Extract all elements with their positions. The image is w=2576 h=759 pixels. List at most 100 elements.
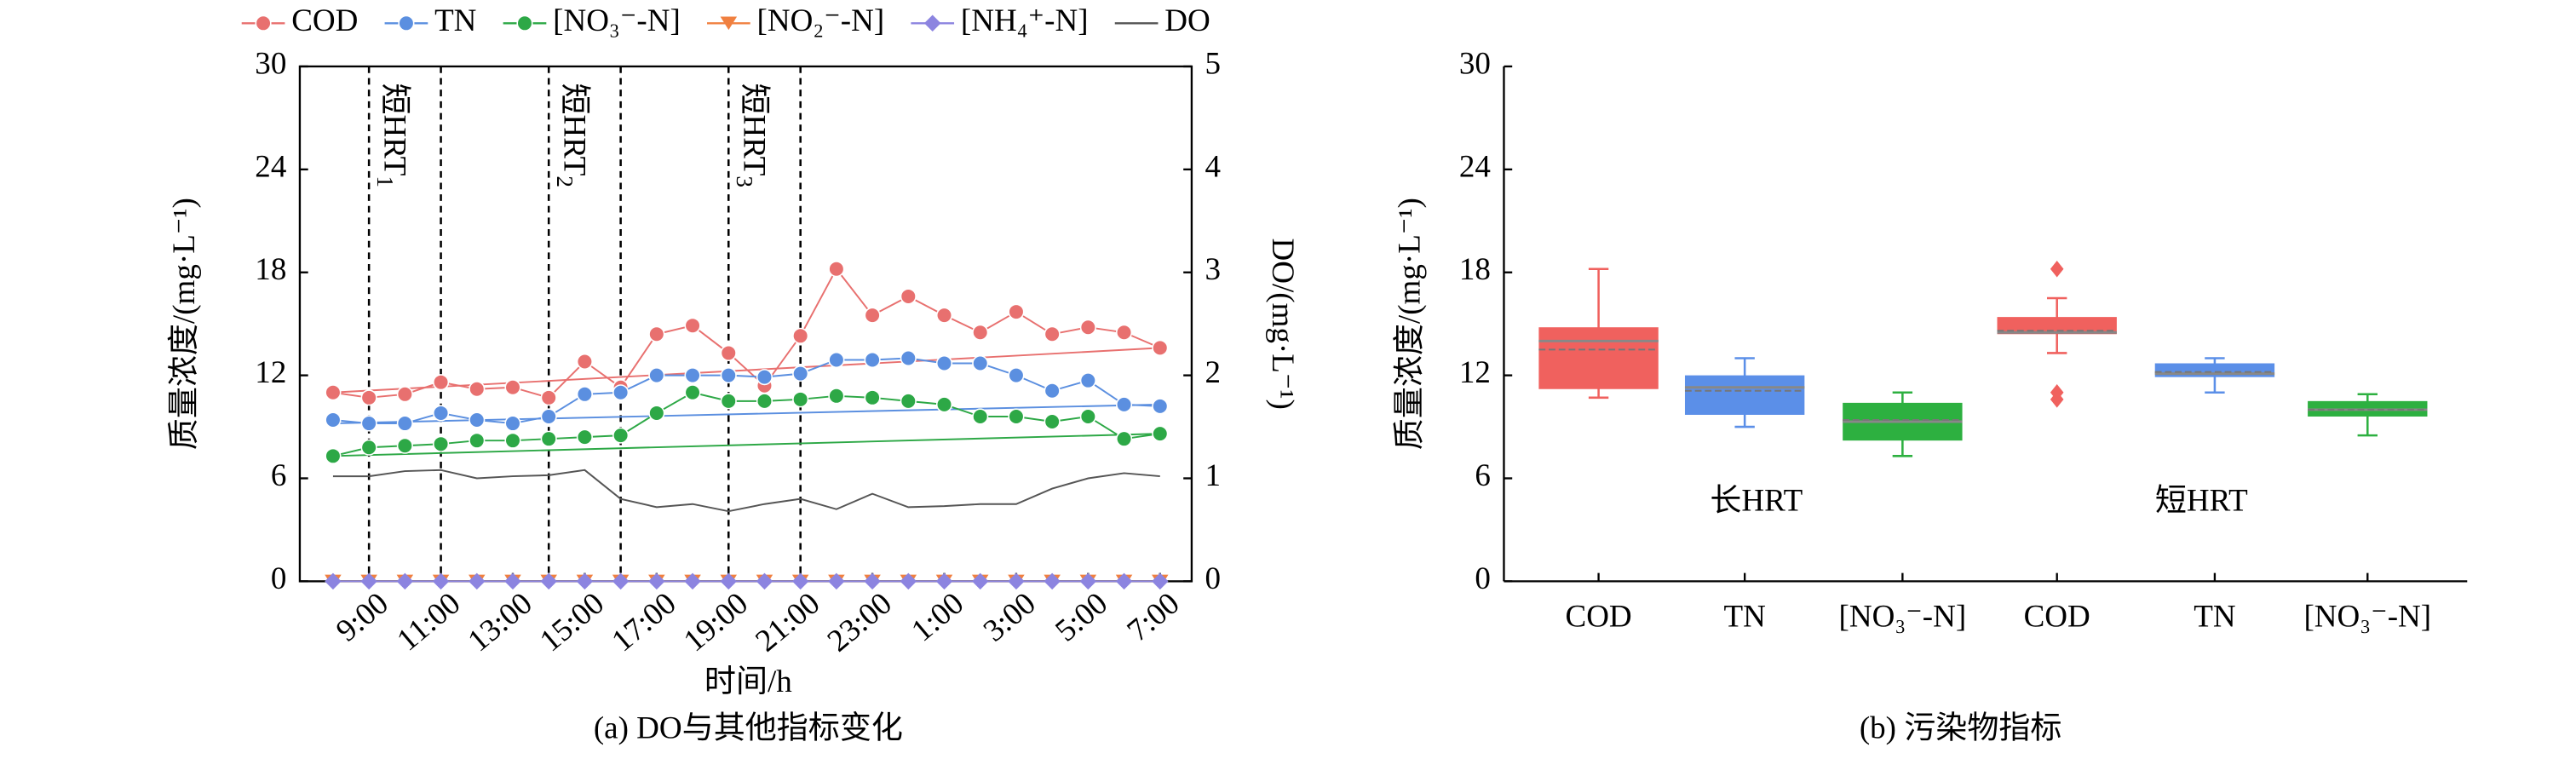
data-point xyxy=(1044,572,1061,590)
y-tick-label: 0 xyxy=(271,561,287,596)
legend-label: COD xyxy=(291,3,358,38)
data-point xyxy=(360,439,377,456)
x-tick-label: COD xyxy=(2024,600,2090,635)
data-point xyxy=(1152,339,1169,356)
data-point xyxy=(1044,325,1061,342)
data-point xyxy=(360,572,377,590)
y2-tick-label: 0 xyxy=(1205,561,1222,596)
legend-label: [NO₃⁻-N] xyxy=(553,3,681,38)
x-tick-label: COD xyxy=(1565,600,1631,635)
data-point xyxy=(540,430,557,447)
data-point xyxy=(504,432,521,449)
data-point xyxy=(433,405,450,422)
x-tick-label: 9:00 xyxy=(330,586,395,649)
data-point xyxy=(504,379,521,396)
y-tick-label: 24 xyxy=(1459,149,1491,184)
data-point xyxy=(1079,372,1096,389)
data-point xyxy=(720,393,737,410)
data-point xyxy=(1152,398,1169,415)
data-point xyxy=(433,435,450,452)
data-point xyxy=(972,354,989,372)
period-label-sub: 3 xyxy=(732,175,757,187)
x-tick-label: 13:00 xyxy=(462,586,539,659)
data-point xyxy=(972,408,989,425)
data-point xyxy=(325,411,342,428)
data-point xyxy=(684,367,701,384)
y-tick-label: 0 xyxy=(1475,561,1491,596)
x-tick-label: 19:00 xyxy=(677,586,755,659)
y-tick-label: 12 xyxy=(255,355,286,390)
x-tick-label: 7:00 xyxy=(1121,586,1187,649)
data-point xyxy=(900,393,917,410)
data-point xyxy=(720,572,738,590)
data-point xyxy=(935,396,953,413)
data-point xyxy=(432,572,450,590)
y-tick-label: 24 xyxy=(255,149,286,184)
data-point xyxy=(648,405,665,422)
x-tick-label: 21:00 xyxy=(749,586,826,659)
data-point xyxy=(720,367,737,384)
legend-marker xyxy=(398,14,415,32)
data-point xyxy=(612,384,630,401)
trend-line xyxy=(332,433,1160,457)
data-point xyxy=(648,367,665,384)
series-line xyxy=(332,267,1161,399)
data-point xyxy=(935,307,953,324)
period-label-sub: 1 xyxy=(371,175,397,187)
legend-marker xyxy=(255,14,272,32)
x-axis-label: 时间/h xyxy=(704,664,792,699)
data-point xyxy=(396,572,414,590)
y-tick-label: 6 xyxy=(271,458,287,493)
y2-tick-label: 2 xyxy=(1205,355,1222,390)
data-point xyxy=(396,386,413,403)
data-point xyxy=(325,447,342,464)
period-label: 短HRT1 xyxy=(371,83,411,187)
data-point xyxy=(1079,319,1096,336)
data-point xyxy=(900,349,917,367)
legend-label: [NH₄⁺-N] xyxy=(961,3,1089,38)
box xyxy=(2154,363,2275,377)
y-tick-label: 30 xyxy=(255,46,286,81)
box xyxy=(1684,375,1805,415)
x-tick-label: 17:00 xyxy=(606,586,683,659)
data-point xyxy=(540,408,557,425)
legend-marker xyxy=(516,14,533,32)
data-point xyxy=(540,389,557,406)
data-point xyxy=(576,428,593,446)
group-label: 长HRT xyxy=(1710,483,1803,518)
data-point xyxy=(684,384,701,401)
y-tick-label: 30 xyxy=(1459,46,1491,81)
legend-label: TN xyxy=(434,3,476,38)
y2-tick-label: 5 xyxy=(1205,46,1222,81)
period-label-text: 短HRT xyxy=(737,83,772,175)
data-point xyxy=(433,374,450,391)
period-label-sub: 2 xyxy=(552,175,578,187)
data-point xyxy=(1008,303,1025,320)
legend-marker xyxy=(720,16,738,31)
data-point xyxy=(325,384,342,401)
data-point xyxy=(504,572,521,590)
y-tick-label: 18 xyxy=(255,252,286,287)
data-point xyxy=(648,572,665,590)
data-point xyxy=(900,288,917,305)
y-axis-label: 质量浓度/(mg·L⁻¹) xyxy=(166,198,202,450)
data-point xyxy=(396,415,413,432)
data-point xyxy=(756,393,773,410)
period-label-text: 短HRT xyxy=(557,83,592,175)
x-tick-label: TN xyxy=(2194,600,2235,635)
y-tick-label: 12 xyxy=(1459,355,1491,390)
data-point xyxy=(1116,324,1133,341)
y-tick-label: 6 xyxy=(1475,458,1491,493)
data-point xyxy=(576,386,593,403)
x-tick-label: [NO₃⁻-N] xyxy=(2303,600,2431,635)
data-point xyxy=(360,415,377,432)
data-point xyxy=(648,325,665,342)
y-axis-label: 质量浓度/(mg·L⁻¹) xyxy=(1392,198,1428,450)
data-point xyxy=(756,369,773,386)
data-point xyxy=(1008,408,1025,425)
x-tick-label: [NO₃⁻-N] xyxy=(1839,600,1967,635)
x-tick-label: 15:00 xyxy=(533,586,611,659)
x-tick-label: 1:00 xyxy=(905,586,970,649)
data-point xyxy=(935,354,953,372)
